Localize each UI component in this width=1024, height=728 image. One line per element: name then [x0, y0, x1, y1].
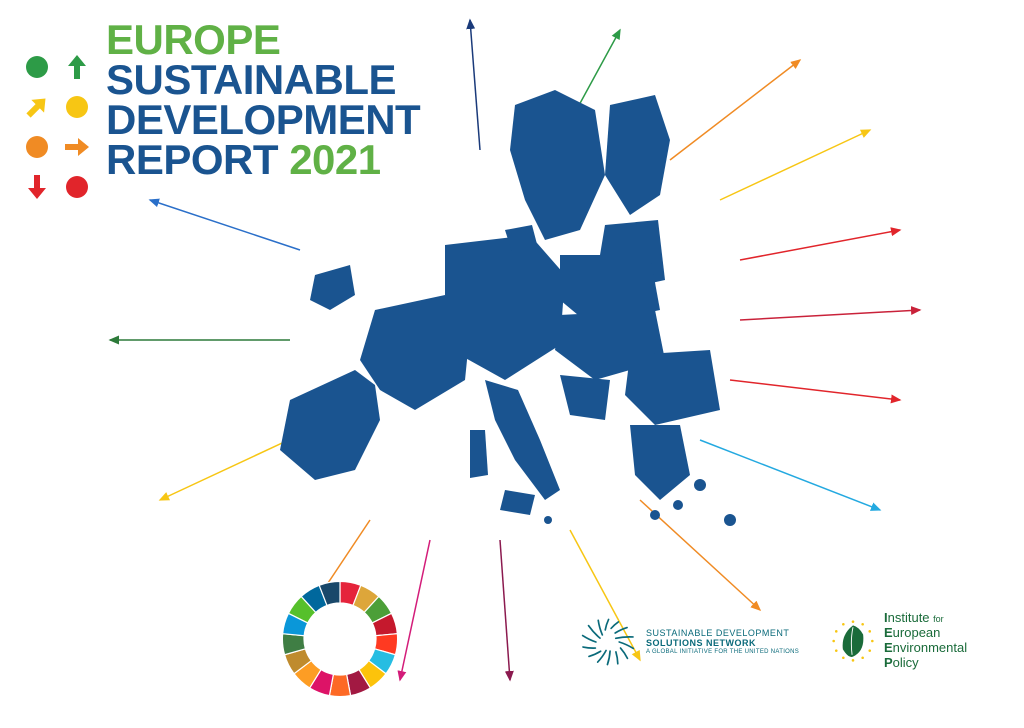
legend-circle	[18, 48, 56, 86]
legend-arrow-upright	[18, 88, 56, 126]
legend-arrow-right	[58, 128, 96, 166]
legend-grid	[18, 48, 96, 206]
ieep-logo: Institute for European Environmental Pol…	[830, 601, 1005, 681]
sdg-wheel-icon	[280, 579, 400, 699]
legend-arrow-up	[58, 48, 96, 86]
legend-circle	[18, 128, 56, 166]
legend-circle	[58, 168, 96, 206]
legend-arrow-down	[18, 168, 56, 206]
sdsn-logo: SUSTAINABLE DEVELOPMENT SOLUTIONS NETWOR…	[580, 597, 810, 687]
logo-bar: SUSTAINABLE DEVELOPMENT SOLUTIONS NETWOR…	[0, 595, 1024, 705]
legend-circle	[58, 88, 96, 126]
europe-map	[260, 80, 740, 540]
ieep-leaf-icon	[830, 618, 876, 664]
sdsn-swirl-icon	[580, 614, 636, 670]
title-line-1: EUROPE	[106, 20, 420, 60]
